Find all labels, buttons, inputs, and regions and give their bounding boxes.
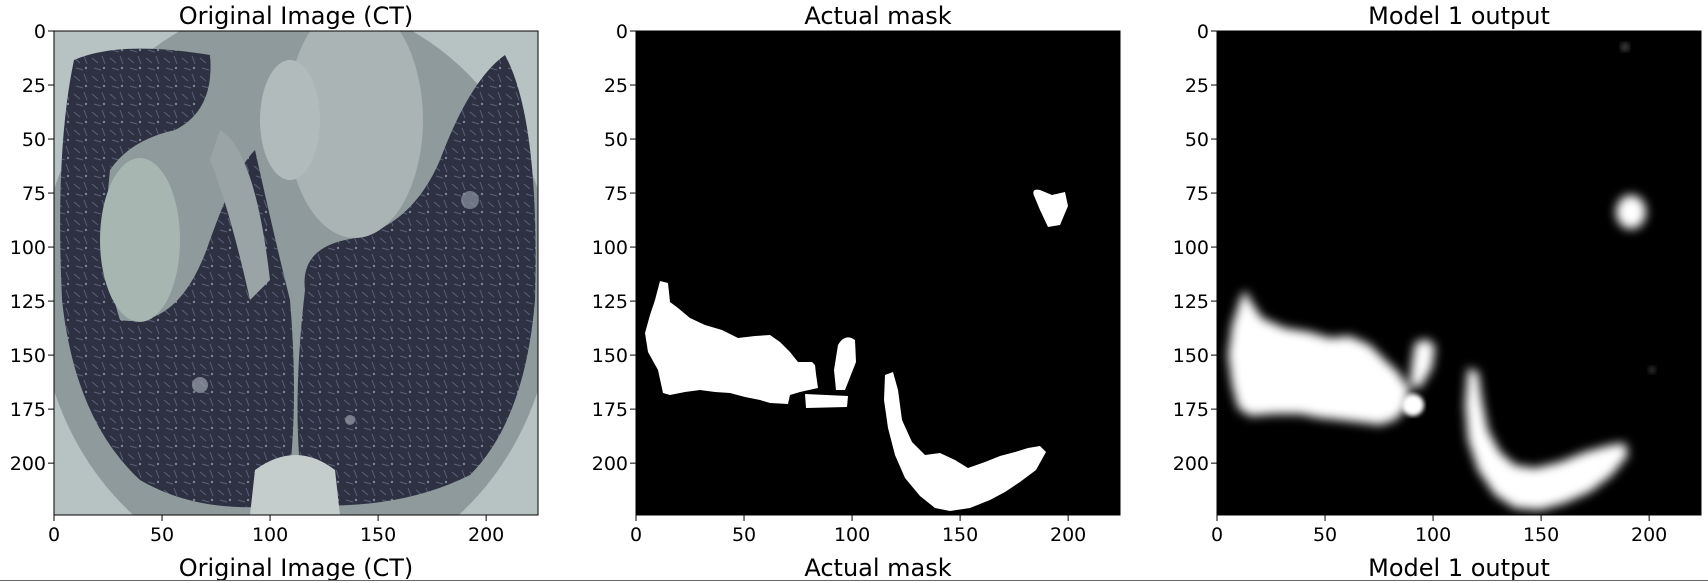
y-tick-label: 150 <box>1173 345 1209 367</box>
ct-image <box>54 31 538 515</box>
x-tick-label: 50 <box>732 524 756 546</box>
divider <box>0 580 1708 581</box>
y-tick-label: 25 <box>22 75 46 97</box>
y-tick-label: 125 <box>10 291 46 313</box>
panel-ct-ticks: 0 50 100 150 200 0 25 50 75 100 125 150 175 200 <box>10 21 505 546</box>
mask-image <box>636 31 1120 515</box>
x-tick-label: 100 <box>252 524 288 546</box>
panel-mask: Actual mask 0 50 100 150 200 0 25 50 75 100 125 150… <box>592 2 1121 546</box>
x-tick-label: 200 <box>1050 524 1086 546</box>
x-tick-label: 150 <box>942 524 978 546</box>
y-tick-label: 50 <box>22 129 46 151</box>
y-tick-label: 0 <box>34 21 46 43</box>
x-tick-label: 100 <box>1415 524 1451 546</box>
y-tick-label: 100 <box>592 237 628 259</box>
y-tick-label: 0 <box>1197 21 1209 43</box>
x-tick-label: 0 <box>630 524 642 546</box>
y-tick-label: 150 <box>592 345 628 367</box>
x-tick-label: 50 <box>150 524 174 546</box>
y-tick-label: 50 <box>1185 129 1209 151</box>
panel-model-title: Model 1 output <box>1368 2 1550 30</box>
y-tick-label: 175 <box>10 399 46 421</box>
panel-model-ticks: 0 50 100 150 200 0 25 50 75 100 125 150 175 200 <box>1173 21 1668 546</box>
y-tick-label: 100 <box>1173 237 1209 259</box>
x-tick-label: 0 <box>1211 524 1223 546</box>
y-tick-label: 0 <box>616 21 628 43</box>
x-tick-label: 0 <box>48 524 60 546</box>
x-tick-label: 100 <box>834 524 870 546</box>
y-tick-label: 200 <box>592 453 628 475</box>
x-tick-label: 150 <box>1523 524 1559 546</box>
panel-mask-ticks: 0 50 100 150 200 0 25 50 75 100 125 150 175 200 <box>592 21 1087 546</box>
next-row-title-ct: Original Image (CT) <box>179 554 413 582</box>
y-tick-label: 100 <box>10 237 46 259</box>
y-tick-label: 75 <box>604 183 628 205</box>
panel-model-output: Model 1 output 0 50 100 150 200 0 25 50 75 100 125… <box>1173 2 1702 546</box>
x-tick-label: 200 <box>1631 524 1667 546</box>
x-tick-label: 150 <box>360 524 396 546</box>
y-tick-label: 125 <box>592 291 628 313</box>
y-tick-label: 75 <box>1185 183 1209 205</box>
panel-mask-title: Actual mask <box>804 2 951 30</box>
panel-ct: Original Image (CT) 0 50 100 150 200 0 25 50 75 1… <box>10 2 539 546</box>
panel-ct-title: Original Image (CT) <box>179 2 413 30</box>
y-tick-label: 175 <box>592 399 628 421</box>
y-tick-label: 75 <box>22 183 46 205</box>
y-tick-label: 25 <box>604 75 628 97</box>
y-tick-label: 50 <box>604 129 628 151</box>
x-tick-label: 200 <box>468 524 504 546</box>
next-row-title-model: Model 1 output <box>1368 554 1550 582</box>
y-tick-label: 175 <box>1173 399 1209 421</box>
y-tick-label: 150 <box>10 345 46 367</box>
x-tick-label: 50 <box>1313 524 1337 546</box>
y-tick-label: 200 <box>10 453 46 475</box>
y-tick-label: 125 <box>1173 291 1209 313</box>
next-row-title-mask: Actual mask <box>804 554 951 582</box>
next-row-titles: Original Image (CT) Actual mask Model 1 … <box>179 554 1550 582</box>
y-tick-label: 200 <box>1173 453 1209 475</box>
y-tick-label: 25 <box>1185 75 1209 97</box>
model-output-image <box>1217 31 1701 515</box>
